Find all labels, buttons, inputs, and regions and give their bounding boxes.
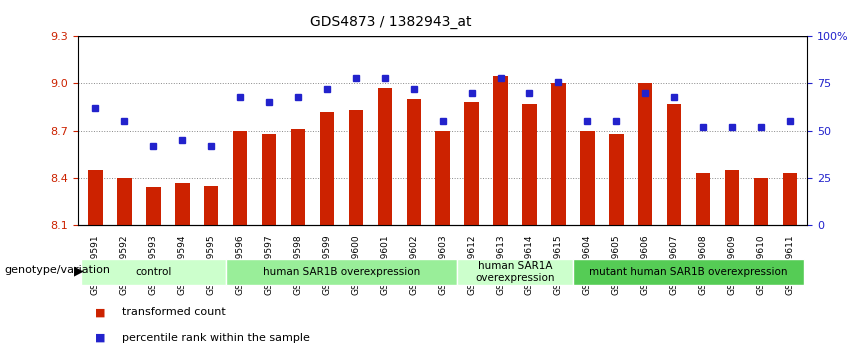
FancyBboxPatch shape — [226, 259, 457, 285]
Bar — [580, 131, 595, 225]
Bar — [551, 83, 566, 225]
Text: transformed count: transformed count — [122, 307, 226, 317]
Bar — [175, 183, 189, 225]
Text: mutant human SAR1B overexpression: mutant human SAR1B overexpression — [589, 267, 788, 277]
Bar — [291, 129, 306, 225]
Text: GDS4873 / 1382943_at: GDS4873 / 1382943_at — [310, 15, 471, 29]
FancyBboxPatch shape — [457, 259, 573, 285]
Bar — [233, 131, 247, 225]
Text: genotype/variation: genotype/variation — [4, 265, 110, 276]
Bar — [262, 134, 276, 225]
Bar — [406, 99, 421, 225]
Text: human SAR1B overexpression: human SAR1B overexpression — [263, 267, 420, 277]
FancyBboxPatch shape — [573, 259, 805, 285]
Bar — [204, 186, 219, 225]
Bar — [753, 178, 768, 225]
Bar — [319, 112, 334, 225]
Text: ▶: ▶ — [74, 264, 83, 277]
Bar — [378, 88, 392, 225]
Bar — [725, 170, 740, 225]
Bar — [464, 102, 479, 225]
Text: percentile rank within the sample: percentile rank within the sample — [122, 333, 309, 343]
Bar — [783, 173, 797, 225]
Bar — [117, 178, 132, 225]
Text: human SAR1A
overexpression: human SAR1A overexpression — [476, 261, 555, 283]
Bar — [523, 104, 536, 225]
Bar — [638, 83, 653, 225]
Bar — [493, 76, 508, 225]
Bar — [436, 131, 450, 225]
FancyBboxPatch shape — [81, 259, 226, 285]
Bar — [609, 134, 623, 225]
Bar — [146, 187, 161, 225]
Bar — [696, 173, 710, 225]
Bar — [667, 104, 681, 225]
Text: ■: ■ — [95, 333, 106, 343]
Text: ■: ■ — [95, 307, 106, 317]
Text: control: control — [135, 267, 172, 277]
Bar — [349, 110, 363, 225]
Bar — [89, 170, 102, 225]
